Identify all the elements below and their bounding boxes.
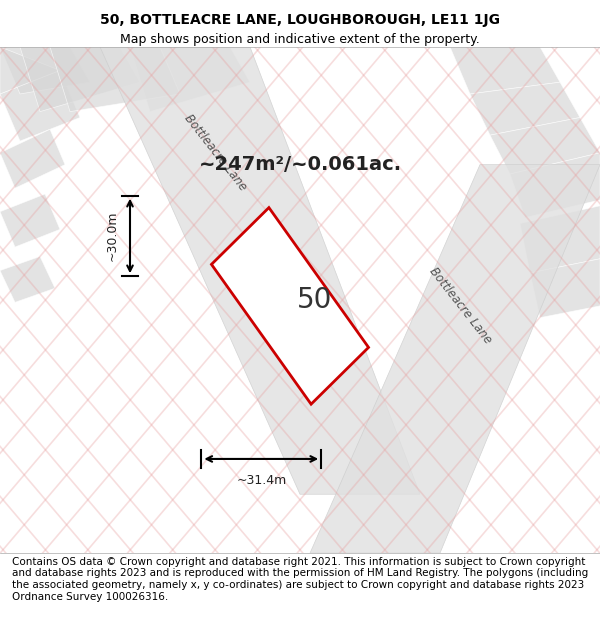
Polygon shape <box>510 153 600 218</box>
Polygon shape <box>490 118 600 174</box>
Polygon shape <box>530 259 600 318</box>
Text: 50: 50 <box>298 286 332 314</box>
Text: Bottleacre Lane: Bottleacre Lane <box>426 265 494 347</box>
Text: ~247m²/~0.061ac.: ~247m²/~0.061ac. <box>199 155 401 174</box>
Text: ~30.0m: ~30.0m <box>106 211 119 261</box>
Text: Contains OS data © Crown copyright and database right 2021. This information is : Contains OS data © Crown copyright and d… <box>12 557 588 601</box>
Polygon shape <box>130 47 250 112</box>
Polygon shape <box>450 47 560 94</box>
Text: ~31.4m: ~31.4m <box>236 474 286 487</box>
Polygon shape <box>20 47 140 112</box>
Text: 50, BOTTLEACRE LANE, LOUGHBOROUGH, LE11 1JG: 50, BOTTLEACRE LANE, LOUGHBOROUGH, LE11 … <box>100 13 500 27</box>
Polygon shape <box>470 82 580 135</box>
Polygon shape <box>0 71 80 141</box>
Polygon shape <box>310 164 600 553</box>
Polygon shape <box>0 256 55 302</box>
Polygon shape <box>0 129 65 188</box>
Polygon shape <box>520 206 600 273</box>
Polygon shape <box>0 194 60 247</box>
Polygon shape <box>0 47 90 94</box>
Polygon shape <box>0 47 60 94</box>
Polygon shape <box>211 208 368 404</box>
Polygon shape <box>100 47 420 494</box>
Text: Bottleacre Lane: Bottleacre Lane <box>181 112 249 194</box>
Polygon shape <box>50 47 180 112</box>
Text: Map shows position and indicative extent of the property.: Map shows position and indicative extent… <box>120 32 480 46</box>
